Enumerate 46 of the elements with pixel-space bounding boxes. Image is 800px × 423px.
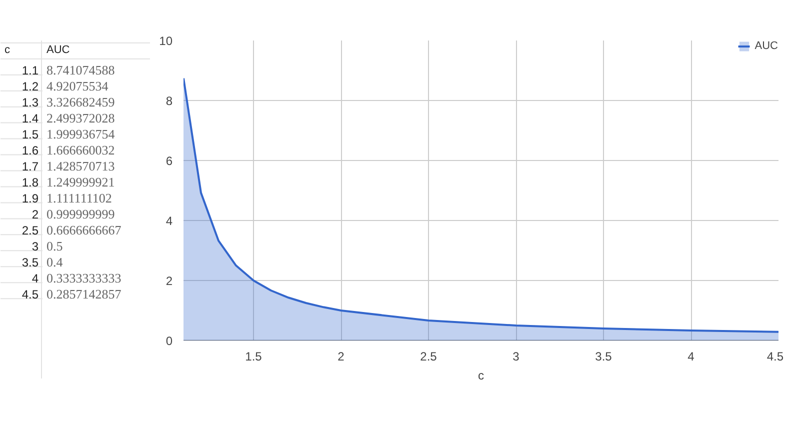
x-tick-label: 1.5 <box>245 350 262 364</box>
data-label: 1.666660032 <box>46 142 115 158</box>
data-label: 0.3333333333 <box>46 270 122 286</box>
y-tick-label: 0 <box>166 334 173 348</box>
y-tick-label: 2 <box>32 207 39 222</box>
data-label: 0.6666666667 <box>46 222 122 238</box>
y-tick-label: 3 <box>32 239 39 254</box>
y-tick-label: 10 <box>159 34 173 48</box>
data-label: 1.428570713 <box>46 158 115 174</box>
y-tick-label: 4 <box>32 271 39 286</box>
y-tick-label: 8 <box>166 94 173 108</box>
y-tick-label: 6 <box>166 154 173 168</box>
data-label: 0.5 <box>46 238 63 254</box>
x-tick-label: 2 <box>338 350 345 364</box>
x-tick-label: 3.5 <box>595 350 612 364</box>
y-tick-label: 1.5 <box>22 127 39 142</box>
y-tick-label: 1.7 <box>22 159 39 174</box>
x-tick-label: 2.5 <box>420 350 438 364</box>
y-tick-label: 1.6 <box>22 143 39 158</box>
y-tick-label: 2.5 <box>22 223 39 238</box>
x-tick-label: 3 <box>512 350 520 364</box>
data-label: 0.999999999 <box>46 206 115 222</box>
y-tick-label: 1.9 <box>22 191 39 206</box>
x-axis-title: c <box>478 368 484 382</box>
y-axis-title: c <box>4 44 10 56</box>
data-label: 1.111111102 <box>46 190 112 206</box>
x-tick-label: 4 <box>688 350 695 364</box>
y-tick-label: 4.5 <box>22 287 39 302</box>
data-label: 3.326682459 <box>46 94 115 110</box>
y-tick-label: 1.4 <box>22 112 39 126</box>
x-tick-label: 4.5 <box>766 350 784 364</box>
y-tick-label: 1.1 <box>22 64 39 78</box>
data-label: 1.999936754 <box>46 126 116 142</box>
data-label: 1.249999921 <box>46 174 115 190</box>
y-tick-label: 4 <box>166 214 173 228</box>
data-label: 0.4 <box>46 254 64 270</box>
y-tick-label: 3.5 <box>22 255 39 270</box>
y-tick-label: 2 <box>166 274 173 288</box>
data-label: 2.499372028 <box>46 110 115 126</box>
y-tick-label: 1.2 <box>22 80 39 94</box>
y-tick-label: 1.3 <box>22 96 39 110</box>
data-label: 0.2857142857 <box>46 286 122 302</box>
legend-label: AUC <box>754 40 778 52</box>
data-label: 4.92075534 <box>46 78 109 94</box>
data-label: 8.741074588 <box>46 62 115 78</box>
y-tick-label: 1.8 <box>22 175 39 190</box>
